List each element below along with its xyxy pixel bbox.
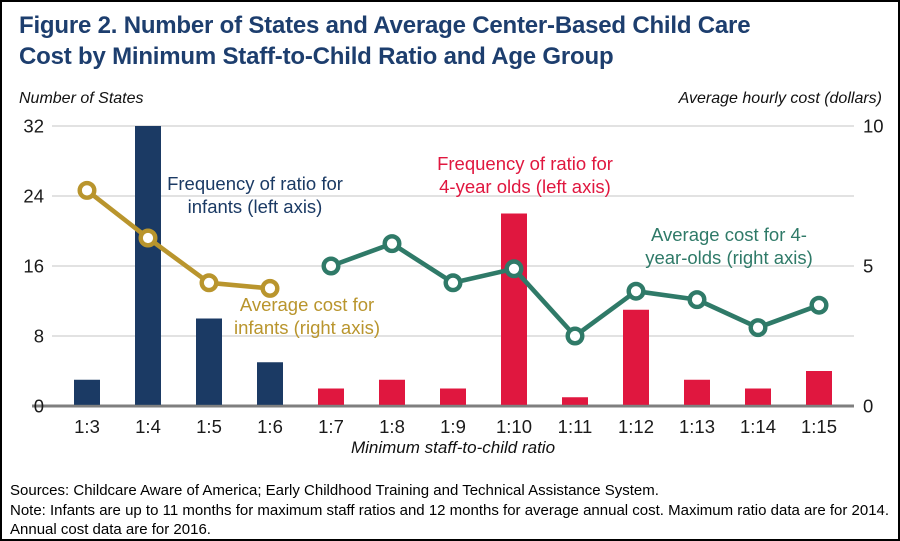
figure-title-line2: Cost by Minimum Staff-to-Child Ratio and… bbox=[19, 43, 614, 70]
point-average-cost-for-4-year-olds-1:13 bbox=[687, 290, 707, 310]
bar-frequency-of-ratio-for-4-year-olds-1:8 bbox=[379, 379, 405, 405]
point-average-cost-for-infants-1:5 bbox=[199, 273, 219, 293]
x-axis-tick-1:12: 1:12 bbox=[618, 416, 654, 437]
point-average-cost-for-infants-1:6 bbox=[260, 278, 280, 298]
right-axis-unit-label: Average hourly cost (dollars) bbox=[678, 90, 882, 107]
point-average-cost-for-4-year-olds-1:15 bbox=[809, 295, 829, 315]
figure-title-line1: Figure 2. Number of States and Average C… bbox=[19, 12, 751, 39]
x-axis-tick-1:13: 1:13 bbox=[679, 416, 715, 437]
bar-frequency-of-ratio-for-infants-1:4 bbox=[135, 126, 161, 405]
annotation-4yo-frequency: Frequency of ratio for 4-year olds (left … bbox=[437, 152, 613, 198]
bar-frequency-of-ratio-for-4-year-olds-1:9 bbox=[440, 388, 466, 405]
annotation-text: infants (right axis) bbox=[234, 317, 380, 338]
x-axis-tick-1:3: 1:3 bbox=[74, 416, 100, 437]
line-average-cost-for-infants bbox=[84, 188, 273, 291]
x-axis-tick-1:10: 1:10 bbox=[496, 416, 532, 437]
bar-frequency-of-ratio-for-4-year-olds-1:12 bbox=[623, 309, 649, 405]
bar-frequency-of-ratio-for-4-year-olds-1:13 bbox=[684, 379, 710, 405]
x-axis-tick-1:8: 1:8 bbox=[379, 416, 405, 437]
point-average-cost-for-4-year-olds-1:7 bbox=[321, 256, 341, 276]
left-axis-tick-0: 0 bbox=[34, 396, 44, 417]
bar-frequency-of-ratio-for-4-year-olds-1:14 bbox=[745, 388, 771, 405]
figure-notes: Sources: Childcare Aware of America; Ear… bbox=[10, 481, 896, 539]
x-axis-tick-1:15: 1:15 bbox=[801, 416, 837, 437]
annotation-text: 4-year olds (left axis) bbox=[439, 176, 611, 197]
x-axis-tick-1:7: 1:7 bbox=[318, 416, 344, 437]
left-axis-unit-label: Number of States bbox=[19, 90, 144, 107]
bar-frequency-of-ratio-for-infants-1:3 bbox=[74, 379, 100, 405]
point-average-cost-for-infants-1:3 bbox=[77, 180, 97, 200]
annotation-4yo-cost: Average cost for 4- year-olds (right axis… bbox=[645, 223, 813, 269]
right-axis-tick-0: 0 bbox=[863, 396, 873, 417]
point-average-cost-for-4-year-olds-1:10 bbox=[504, 259, 524, 279]
annotation-text: infants (left axis) bbox=[187, 196, 323, 217]
right-axis-tick-5: 5 bbox=[863, 256, 873, 277]
point-average-cost-for-infants-1:4 bbox=[138, 228, 158, 248]
annotation-text: Average cost for 4- bbox=[651, 224, 807, 245]
bar-frequency-of-ratio-for-4-year-olds-1:11 bbox=[562, 397, 588, 405]
annotation-text: year-olds (right axis) bbox=[645, 247, 813, 268]
bar-frequency-of-ratio-for-4-year-olds-1:10 bbox=[501, 213, 527, 405]
bar-frequency-of-ratio-for-infants-1:5 bbox=[196, 318, 222, 405]
point-average-cost-for-4-year-olds-1:9 bbox=[443, 273, 463, 293]
point-average-cost-for-4-year-olds-1:12 bbox=[626, 281, 646, 301]
x-axis-tick-1:11: 1:11 bbox=[558, 416, 593, 437]
x-axis-title: Minimum staff-to-child ratio bbox=[350, 438, 556, 457]
annotation-infant-frequency: Frequency of ratio for infants (left axis… bbox=[167, 172, 343, 218]
bar-frequency-of-ratio-for-4-year-olds-1:15 bbox=[806, 371, 832, 405]
point-average-cost-for-4-year-olds-1:14 bbox=[748, 318, 768, 338]
data-note: Note: Infants are up to 11 months for ma… bbox=[10, 501, 890, 539]
bar-frequency-of-ratio-for-4-year-olds-1:7 bbox=[318, 388, 344, 405]
sources-note: Sources: Childcare Aware of America; Ear… bbox=[10, 482, 659, 499]
x-axis-tick-1:6: 1:6 bbox=[257, 416, 283, 437]
annotation-infant-cost: Average cost for infants (right axis) bbox=[234, 293, 380, 339]
point-average-cost-for-4-year-olds-1:11 bbox=[565, 326, 585, 346]
x-axis-tick-1:5: 1:5 bbox=[196, 416, 222, 437]
x-axis-tick-1:14: 1:14 bbox=[740, 416, 776, 437]
figure-title: Figure 2. Number of States and Average C… bbox=[19, 10, 751, 72]
bar-frequency-of-ratio-for-infants-1:6 bbox=[257, 362, 283, 405]
x-axis-tick-1:4: 1:4 bbox=[135, 416, 161, 437]
annotation-text: Average cost for bbox=[239, 294, 375, 315]
point-average-cost-for-4-year-olds-1:8 bbox=[382, 234, 402, 254]
left-axis-tick-8: 8 bbox=[34, 326, 44, 347]
x-axis-tick-1:9: 1:9 bbox=[440, 416, 466, 437]
right-axis-tick-10: 10 bbox=[863, 116, 884, 137]
left-axis-tick-24: 24 bbox=[23, 186, 44, 207]
left-axis-tick-16: 16 bbox=[23, 256, 44, 277]
annotation-text: Frequency of ratio for bbox=[437, 153, 613, 174]
annotation-text: Frequency of ratio for bbox=[167, 173, 343, 194]
left-axis-tick-32: 32 bbox=[23, 116, 44, 137]
